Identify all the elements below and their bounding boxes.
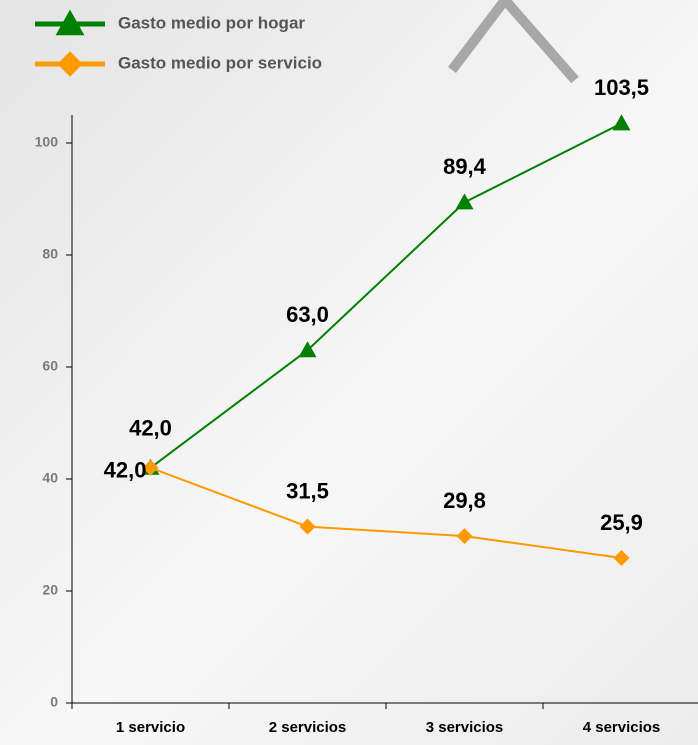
value-label: 63,0 [286, 302, 329, 327]
value-label: 31,5 [286, 478, 329, 503]
data-point [612, 114, 631, 131]
value-label: 25,9 [600, 510, 643, 535]
legend-label: Gasto medio por servicio [118, 53, 322, 72]
y-tick-label: 20 [42, 582, 58, 598]
decoration [448, 0, 579, 84]
data-point [455, 193, 474, 210]
data-point [456, 528, 473, 545]
legend-marker [55, 9, 85, 36]
legend-label: Gasto medio por hogar [118, 13, 305, 32]
x-tick-label: 3 servicios [426, 719, 504, 736]
y-tick-label: 80 [42, 246, 58, 262]
value-label: 103,5 [594, 75, 649, 100]
data-point [298, 341, 317, 358]
y-tick-label: 60 [42, 358, 58, 374]
x-tick-label: 2 servicios [269, 719, 347, 736]
y-tick-label: 40 [42, 470, 58, 486]
data-point [299, 518, 316, 535]
legend-marker [57, 51, 83, 77]
data-point [142, 459, 159, 476]
y-tick-label: 100 [35, 134, 59, 150]
x-tick-label: 1 servicio [116, 719, 185, 736]
value-label: 42,0 [129, 416, 172, 441]
y-tick-label: 0 [50, 694, 58, 710]
series-line [149, 122, 622, 469]
data-point [613, 549, 630, 566]
value-label: 29,8 [443, 488, 486, 513]
value-label: 42,0 [104, 458, 147, 483]
series-line [150, 466, 622, 559]
x-tick-label: 4 servicios [583, 719, 661, 736]
value-label: 89,4 [443, 154, 487, 179]
